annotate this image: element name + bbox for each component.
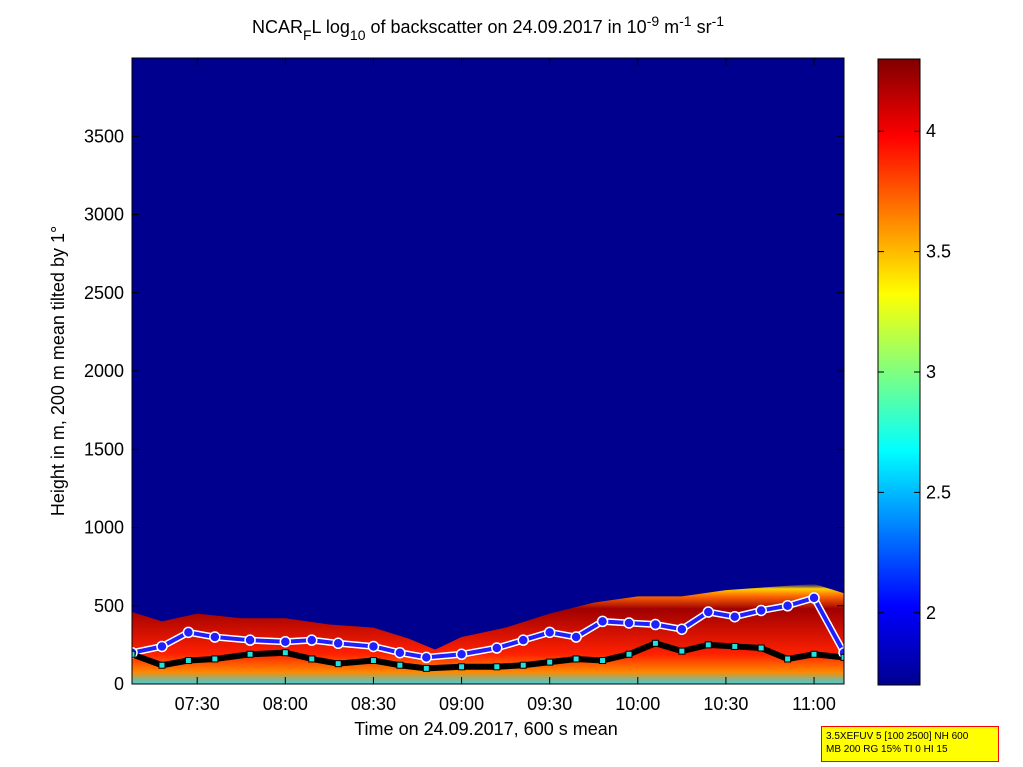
upper-layer-point bbox=[781, 600, 794, 612]
lower-layer-point bbox=[784, 655, 792, 663]
processing-info-box: 3.5XEFUV 5 [100 2500] NH 600 MB 200 RG 1… bbox=[821, 726, 999, 762]
upper-layer-point bbox=[570, 631, 582, 643]
upper-layer-point bbox=[279, 635, 292, 648]
y-axis: 0 500 1000 1500 2000 2500 3000 3500 bbox=[84, 126, 844, 694]
colorbar-tick-label: 3.5 bbox=[926, 242, 951, 262]
upper-layer-point bbox=[182, 626, 195, 639]
lower-layer-point bbox=[422, 664, 430, 672]
upper-layer-point bbox=[517, 634, 529, 646]
lower-layer-point bbox=[211, 655, 219, 663]
upper-layer-point bbox=[244, 634, 256, 646]
lower-layer-point bbox=[308, 655, 316, 663]
lower-layer-point bbox=[840, 653, 844, 661]
upper-layer-point bbox=[209, 631, 221, 643]
upper-layer-point bbox=[728, 610, 741, 623]
x-tick-label: 10:00 bbox=[615, 694, 660, 714]
lower-layer-point bbox=[731, 642, 739, 650]
lower-layer-point bbox=[458, 663, 466, 671]
upper-layer-point bbox=[332, 637, 344, 650]
lower-layer-point bbox=[369, 657, 377, 665]
y-tick-label: 0 bbox=[114, 674, 124, 694]
upper-layer-point bbox=[702, 606, 715, 618]
lower-layer-point bbox=[396, 661, 404, 669]
upper-layer-point bbox=[420, 651, 433, 664]
lower-layer-point bbox=[625, 650, 633, 658]
upper-layer-point bbox=[455, 648, 468, 661]
x-tick-label: 08:00 bbox=[263, 694, 308, 714]
colorbar-tick-label: 4 bbox=[926, 121, 936, 141]
layer-detections bbox=[132, 592, 844, 672]
x-tick-label: 09:30 bbox=[527, 694, 572, 714]
colorbar-tick-label: 3 bbox=[926, 362, 936, 382]
lower-layer-point bbox=[246, 650, 254, 658]
y-tick-label: 1500 bbox=[84, 439, 124, 459]
lower-layer-point bbox=[704, 641, 712, 649]
lower-layer-point bbox=[132, 650, 136, 658]
lower-layer-point bbox=[158, 661, 166, 669]
y-tick-label: 500 bbox=[94, 596, 124, 616]
x-axis-label: Time on 24.09.2017, 600 s mean bbox=[354, 719, 618, 739]
lower-layer-point bbox=[678, 647, 686, 655]
colorbar-tick-label: 2.5 bbox=[926, 482, 951, 502]
colorbar bbox=[877, 58, 921, 686]
x-tick-label: 08:30 bbox=[351, 694, 396, 714]
upper-layer-point bbox=[676, 623, 688, 635]
chart-title: NCARFL log10 of backscatter on 24.09.201… bbox=[252, 13, 724, 43]
upper-layer-point bbox=[306, 634, 318, 646]
lower-layer-point bbox=[757, 644, 765, 652]
lower-layer-point bbox=[599, 657, 607, 665]
upper-layer-point bbox=[491, 642, 503, 654]
upper-layer-point bbox=[755, 604, 767, 617]
plot-area bbox=[132, 58, 844, 684]
upper-layer-point bbox=[394, 646, 406, 659]
x-tick-label: 11:00 bbox=[792, 694, 836, 714]
x-tick-label: 09:00 bbox=[439, 694, 484, 714]
x-axis: 07:30 08:00 08:30 09:00 09:30 10:00 10:30 11:00 bbox=[175, 58, 836, 714]
y-tick-label: 2000 bbox=[84, 361, 124, 381]
lower-layer-point bbox=[572, 655, 580, 663]
colorbar-ticks: 2 2.5 3 3.5 4 bbox=[878, 121, 951, 623]
lower-layer-point bbox=[493, 663, 501, 671]
lower-layer-point bbox=[519, 661, 527, 669]
lower-layer-point bbox=[184, 657, 192, 665]
info-line-1: 3.5XEFUV 5 [100 2500] NH 600 bbox=[826, 731, 969, 742]
y-tick-label: 2500 bbox=[84, 283, 124, 303]
upper-layer-point bbox=[649, 618, 662, 631]
plot-background bbox=[132, 58, 844, 684]
upper-layer-point bbox=[156, 640, 168, 653]
y-tick-label: 3500 bbox=[84, 126, 124, 146]
lower-layer-point bbox=[651, 639, 659, 647]
upper-layer-point bbox=[623, 617, 635, 629]
x-tick-label: 10:30 bbox=[703, 694, 748, 714]
upper-layer-point bbox=[367, 640, 380, 653]
y-tick-label: 3000 bbox=[84, 205, 124, 225]
y-tick-label: 1000 bbox=[84, 518, 124, 538]
lower-layer-point bbox=[546, 658, 554, 666]
upper-layer-point bbox=[543, 626, 556, 639]
lower-layer-point bbox=[281, 649, 289, 657]
upper-layer-point bbox=[808, 592, 820, 604]
lower-layer-point bbox=[810, 650, 818, 658]
lower-layer-point bbox=[334, 660, 342, 668]
x-tick-label: 07:30 bbox=[175, 694, 220, 714]
colorbar-tick-label: 2 bbox=[926, 603, 936, 623]
y-axis-label: Height in m, 200 m mean tilted by 1° bbox=[48, 226, 68, 516]
upper-layer-point bbox=[596, 615, 609, 628]
lower-layer-line bbox=[132, 640, 844, 672]
info-line-2: MB 200 RG 15% TI 0 HI 15 bbox=[826, 744, 948, 755]
